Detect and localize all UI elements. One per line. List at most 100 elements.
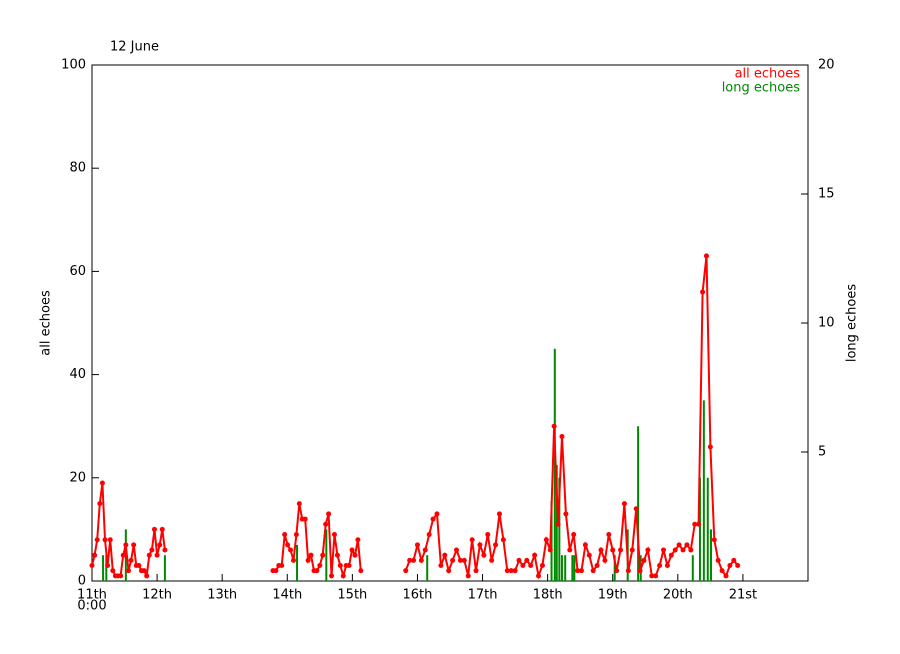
point bbox=[532, 552, 538, 558]
point bbox=[637, 568, 643, 574]
point bbox=[735, 563, 741, 569]
point bbox=[539, 563, 545, 569]
point bbox=[528, 563, 534, 569]
point bbox=[555, 521, 561, 527]
point bbox=[290, 557, 296, 563]
y-tick-label: 20 bbox=[69, 470, 86, 485]
point bbox=[320, 552, 326, 558]
point bbox=[141, 568, 147, 574]
point bbox=[676, 542, 682, 548]
point bbox=[403, 568, 409, 574]
point bbox=[563, 511, 569, 517]
point bbox=[302, 516, 308, 522]
point bbox=[700, 289, 706, 295]
point bbox=[154, 552, 160, 558]
point bbox=[664, 563, 670, 569]
point bbox=[407, 557, 413, 563]
point bbox=[575, 568, 581, 574]
point bbox=[524, 557, 530, 563]
point bbox=[465, 573, 471, 579]
point bbox=[128, 557, 134, 563]
point bbox=[711, 537, 717, 543]
point bbox=[614, 568, 620, 574]
point bbox=[144, 573, 150, 579]
point bbox=[151, 526, 157, 532]
point bbox=[426, 532, 432, 538]
point bbox=[578, 568, 584, 574]
point bbox=[125, 568, 131, 574]
y-tick-label: 40 bbox=[69, 367, 86, 382]
point bbox=[672, 547, 678, 553]
y2-tick-label: 5 bbox=[818, 445, 826, 460]
point bbox=[536, 573, 542, 579]
point bbox=[282, 532, 288, 538]
x-tick-label: 19th bbox=[598, 588, 628, 603]
point bbox=[688, 547, 694, 553]
point bbox=[668, 552, 674, 558]
y2-tick-label: 20 bbox=[818, 58, 835, 73]
point bbox=[520, 563, 526, 569]
point bbox=[120, 552, 126, 558]
point bbox=[649, 573, 655, 579]
x-tick-label: 11th bbox=[77, 588, 107, 603]
point bbox=[657, 563, 663, 569]
point bbox=[346, 563, 352, 569]
point bbox=[317, 563, 323, 569]
point bbox=[590, 568, 596, 574]
point bbox=[598, 547, 604, 553]
point bbox=[610, 547, 616, 553]
point bbox=[293, 532, 299, 538]
point bbox=[285, 542, 291, 548]
point bbox=[500, 537, 506, 543]
point bbox=[273, 568, 279, 574]
point bbox=[334, 552, 340, 558]
x-tick-label: 20th bbox=[663, 588, 693, 603]
point bbox=[625, 568, 631, 574]
point bbox=[715, 557, 721, 563]
point bbox=[582, 542, 588, 548]
point bbox=[660, 547, 666, 553]
point bbox=[314, 568, 320, 574]
point bbox=[723, 573, 729, 579]
y-tick-label: 80 bbox=[69, 161, 86, 176]
point bbox=[146, 552, 152, 558]
point bbox=[680, 547, 686, 553]
point bbox=[434, 511, 440, 517]
point bbox=[329, 573, 335, 579]
point bbox=[543, 537, 549, 543]
point bbox=[159, 526, 165, 532]
y-tick-label: 100 bbox=[61, 58, 86, 73]
point bbox=[107, 537, 113, 543]
point bbox=[508, 568, 514, 574]
point bbox=[358, 568, 364, 574]
chart-title: 12 June bbox=[110, 40, 159, 55]
point bbox=[696, 521, 702, 527]
point bbox=[446, 568, 452, 574]
x-origin-label: 0:00 bbox=[77, 599, 106, 614]
point bbox=[97, 501, 103, 507]
point bbox=[418, 557, 424, 563]
point bbox=[157, 542, 163, 548]
y-tick-label: 0 bbox=[78, 574, 86, 589]
point bbox=[94, 537, 100, 543]
x-tick-label: 14th bbox=[272, 588, 302, 603]
point bbox=[422, 547, 428, 553]
point bbox=[516, 557, 522, 563]
point bbox=[340, 573, 346, 579]
point bbox=[99, 480, 105, 486]
y-tick-label: 60 bbox=[69, 264, 86, 279]
point bbox=[731, 557, 737, 563]
point bbox=[308, 552, 314, 558]
point bbox=[430, 516, 436, 522]
point bbox=[547, 547, 553, 553]
point bbox=[496, 511, 502, 517]
point bbox=[149, 547, 155, 553]
point bbox=[102, 537, 108, 543]
point bbox=[633, 506, 639, 512]
x-tick-label: 18th bbox=[533, 588, 563, 603]
point bbox=[618, 547, 624, 553]
x-tick-label: 15th bbox=[337, 588, 367, 603]
point bbox=[461, 557, 467, 563]
point bbox=[352, 552, 358, 558]
point bbox=[438, 563, 444, 569]
